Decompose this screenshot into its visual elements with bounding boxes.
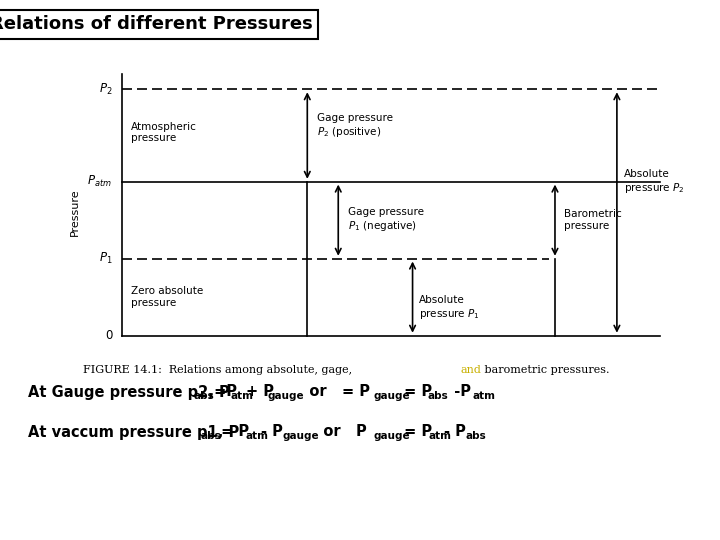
Text: Barometric
pressure: Barometric pressure <box>564 210 622 231</box>
Text: atm: atm <box>428 431 451 441</box>
Text: abs: abs <box>194 391 215 401</box>
Text: At vaccum pressure p1, P: At vaccum pressure p1, P <box>28 424 239 440</box>
Text: $P_2$: $P_2$ <box>99 82 112 97</box>
Text: = P: = P <box>217 424 250 440</box>
Text: + P: + P <box>246 384 274 400</box>
Text: abs: abs <box>465 431 486 441</box>
Text: Absolute
pressure $P_2$: Absolute pressure $P_2$ <box>624 168 685 195</box>
Text: gauge: gauge <box>373 431 410 441</box>
Text: $P_{atm}$: $P_{atm}$ <box>87 174 112 189</box>
Text: gauge: gauge <box>268 391 305 401</box>
Text: - P: - P <box>444 424 465 440</box>
Text: gauge: gauge <box>373 391 410 401</box>
Text: or   P: or P <box>308 424 367 440</box>
Text: Atmospheric
pressure: Atmospheric pressure <box>131 122 197 143</box>
Text: =P: =P <box>210 384 237 400</box>
Text: atm: atm <box>246 431 269 441</box>
Text: = P: = P <box>399 424 432 440</box>
Text: abs: abs <box>201 431 222 441</box>
Text: FIGURE 14.1:  Relations among absolute, gage,: FIGURE 14.1: Relations among absolute, g… <box>83 365 356 375</box>
Text: barometric pressures.: barometric pressures. <box>481 365 609 375</box>
Text: atm: atm <box>231 391 253 401</box>
Text: Gage pressure
$P_1$ (negative): Gage pressure $P_1$ (negative) <box>348 207 423 233</box>
Text: $P_1$: $P_1$ <box>99 251 112 266</box>
Text: Absolute
pressure $P_1$: Absolute pressure $P_1$ <box>419 295 480 321</box>
Text: Relations of different Pressures: Relations of different Pressures <box>0 15 312 33</box>
Text: - P: - P <box>261 424 283 440</box>
Text: gauge: gauge <box>282 431 319 441</box>
Text: 0: 0 <box>105 329 112 342</box>
Text: -P: -P <box>444 384 471 400</box>
Text: abs: abs <box>428 391 449 401</box>
Text: Pressure: Pressure <box>70 188 80 237</box>
Text: atm: atm <box>472 391 495 401</box>
Text: or   = P: or = P <box>294 384 370 400</box>
Text: Zero absolute
pressure: Zero absolute pressure <box>131 286 203 308</box>
Text: At Gauge pressure p2, P: At Gauge pressure p2, P <box>28 384 230 400</box>
Text: and: and <box>461 365 482 375</box>
Text: Gage pressure
$P_2$ (positive): Gage pressure $P_2$ (positive) <box>317 113 392 139</box>
Text: = P: = P <box>399 384 432 400</box>
